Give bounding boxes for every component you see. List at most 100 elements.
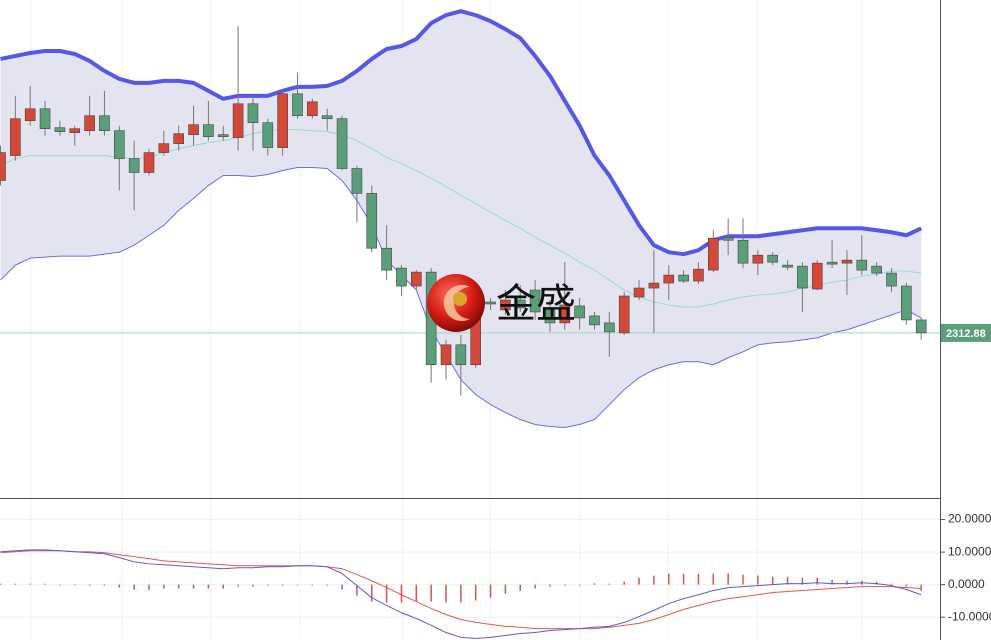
histogram-bar <box>103 584 106 586</box>
candle-body <box>455 344 467 366</box>
histogram-bar <box>920 584 922 591</box>
candle-body <box>188 124 199 135</box>
candle-body <box>307 101 318 117</box>
histogram-bar <box>623 581 625 585</box>
histogram-bar <box>252 584 254 587</box>
candle-body <box>574 305 585 319</box>
candle-body <box>529 289 541 313</box>
histogram-bar <box>74 584 76 586</box>
candle-body <box>559 304 571 324</box>
histogram-bar <box>668 573 670 585</box>
histogram-bar <box>29 583 31 585</box>
price-panel <box>0 9 940 428</box>
candle-body <box>871 265 882 274</box>
histogram-bar <box>296 584 299 586</box>
histogram-bar <box>504 584 507 594</box>
upper-band <box>0 9 923 257</box>
histogram-bar <box>697 573 700 585</box>
histogram-bar <box>88 584 91 586</box>
candle-body <box>604 322 615 333</box>
candle-body <box>10 118 21 156</box>
histogram-bar <box>326 584 328 586</box>
candle-body <box>663 274 675 284</box>
candle-body <box>351 168 363 194</box>
histogram-bar <box>222 584 224 589</box>
candle-body <box>544 309 556 324</box>
histogram-bar <box>534 584 536 589</box>
candle-body <box>678 274 689 282</box>
histogram-bar <box>281 584 284 586</box>
histogram-bar <box>163 584 165 589</box>
histogram-bar <box>653 575 655 585</box>
histogram-bar <box>593 583 596 585</box>
histogram-bar <box>385 584 388 603</box>
candle-body <box>0 152 6 181</box>
candle-body <box>277 93 288 148</box>
candle-body <box>886 272 897 287</box>
candle-body <box>633 287 645 298</box>
histogram-bar <box>371 584 373 602</box>
histogram-bar <box>267 584 269 586</box>
price-label: 2312.88 <box>946 328 986 340</box>
dif-line <box>0 549 922 639</box>
histogram-bar <box>341 584 343 590</box>
y-tick-label: 0.0000 <box>948 577 985 591</box>
histogram-bar <box>638 577 640 585</box>
histogram-bar <box>489 584 492 598</box>
histogram-bar <box>846 580 848 585</box>
y-tick-label: 20.0000 <box>948 512 991 526</box>
candle-body <box>292 93 303 117</box>
candle-body <box>901 285 912 321</box>
histogram-bar <box>519 584 521 591</box>
candle-body <box>737 239 749 264</box>
histogram-bar <box>564 584 566 586</box>
histogram-bar <box>192 584 195 589</box>
histogram-bar <box>148 584 150 590</box>
candle-body <box>247 103 259 124</box>
histogram-bar <box>727 573 729 585</box>
candle-body <box>722 236 734 241</box>
histogram-bar <box>771 576 774 585</box>
candle-body <box>396 267 407 287</box>
histogram-bar <box>742 574 744 585</box>
candle-body <box>485 301 496 305</box>
candle-body <box>707 237 719 271</box>
histogram-bar <box>0 583 2 585</box>
band-area <box>0 11 922 428</box>
candle-body <box>589 315 600 326</box>
watermark-logo: 金盛 <box>427 274 576 332</box>
candle-body <box>856 259 868 271</box>
candle-body <box>811 262 823 290</box>
candle-body <box>217 134 229 137</box>
histogram-bar <box>415 584 418 602</box>
candle-body <box>782 264 793 268</box>
candle-body <box>99 115 110 131</box>
candle-body <box>39 108 51 129</box>
candle-body <box>262 122 274 148</box>
histogram-bar <box>578 584 581 586</box>
macd-panel <box>0 519 940 639</box>
histogram-bar <box>59 584 61 586</box>
histogram-bar <box>460 584 462 603</box>
histogram-bar <box>445 584 447 603</box>
candle-body <box>797 265 808 289</box>
candle-body <box>500 299 511 311</box>
histogram-bar <box>237 584 239 587</box>
histogram-bar <box>549 584 551 587</box>
histogram-bar <box>757 575 759 585</box>
histogram-bar <box>430 584 432 602</box>
histogram-bar <box>356 584 358 596</box>
candle-body <box>366 193 378 249</box>
histogram-bar <box>890 583 893 585</box>
candle-body <box>767 254 779 263</box>
candle-body <box>514 299 526 309</box>
y-tick-label: -10.0000 <box>948 609 991 623</box>
dea-line <box>0 550 922 630</box>
candle-body <box>143 152 155 173</box>
candle-body <box>336 118 348 169</box>
histogram-bar <box>608 583 611 585</box>
candle-body <box>54 127 66 132</box>
histogram-bar <box>816 577 818 585</box>
candle-body <box>752 254 764 264</box>
histogram-bar <box>133 584 135 590</box>
